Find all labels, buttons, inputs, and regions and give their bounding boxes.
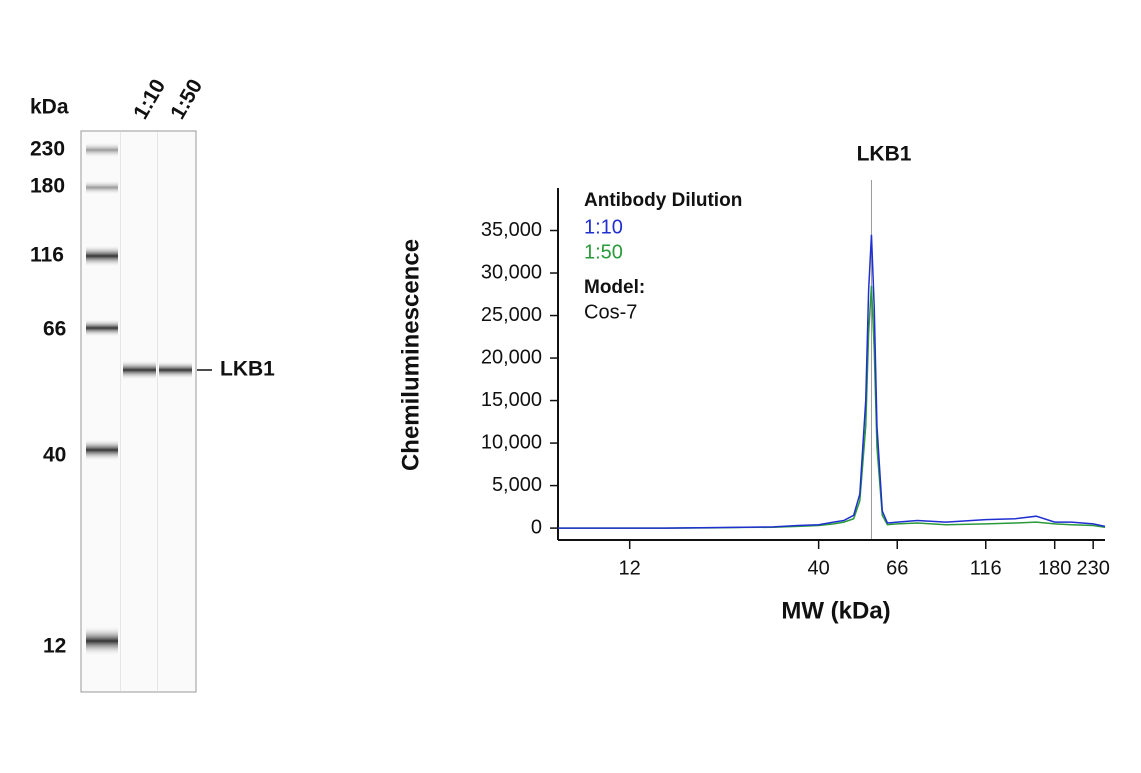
- sample-band: [159, 361, 192, 379]
- series-line: [558, 285, 1106, 529]
- ladder-band: [86, 319, 118, 337]
- model-name: Cos-7: [584, 301, 637, 323]
- y-tick-label: 35,000: [481, 219, 542, 241]
- lane-label: 1:50: [166, 75, 207, 123]
- legend-entry: 1:10: [584, 216, 623, 238]
- legend-title: Antibody Dilution: [584, 190, 742, 211]
- ladder-band: [86, 142, 118, 158]
- ladder-band: [86, 439, 118, 461]
- x-tick-label: 66: [886, 557, 908, 579]
- legend-entry: 1:50: [584, 241, 623, 263]
- marker-label: 66: [43, 318, 66, 341]
- y-tick-label: 25,000: [481, 304, 542, 326]
- lane-divider: [120, 132, 121, 691]
- y-tick-label: 20,000: [481, 346, 542, 368]
- band-label: LKB1: [220, 358, 275, 381]
- blot-frame: [80, 130, 197, 693]
- x-tick-label: 230: [1076, 557, 1109, 579]
- y-tick-label: 30,000: [481, 261, 542, 283]
- x-tick-label: 12: [619, 557, 641, 579]
- y-tick-label: 5,000: [492, 474, 542, 496]
- model-title: Model:: [584, 277, 645, 298]
- marker-label: 180: [30, 175, 65, 198]
- series-line: [558, 234, 1106, 529]
- y-axis-label: Chemiluminescence: [397, 239, 424, 471]
- blot: kDa 1:10 1:50 230 180 116 66 40 12 LKB1: [30, 75, 275, 693]
- lane-divider: [157, 132, 158, 691]
- x-tick-label: 116: [970, 557, 1002, 579]
- marker-label: 40: [43, 444, 66, 467]
- marker-label: 116: [30, 244, 64, 267]
- chart-title: LKB1: [857, 143, 912, 166]
- x-tick-label: 180: [1038, 557, 1071, 579]
- y-tick-label: 15,000: [481, 389, 542, 411]
- y-tick-label: 10,000: [481, 431, 542, 453]
- sample-band: [123, 360, 156, 380]
- y-tick-label: 0: [531, 516, 542, 538]
- marker-label: 12: [43, 635, 66, 658]
- ladder-band: [86, 180, 118, 195]
- x-axis-label: MW (kDa): [781, 597, 890, 624]
- x-tick-label: 40: [808, 557, 830, 579]
- lane-label: 1:10: [129, 75, 170, 123]
- unit-label: kDa: [30, 96, 69, 119]
- marker-label: 230: [30, 138, 65, 161]
- ladder-band: [86, 626, 118, 656]
- chart: LKB1 Chemiluminescence MW (kDa) Antibody…: [397, 143, 1110, 625]
- ladder-band: [86, 245, 118, 267]
